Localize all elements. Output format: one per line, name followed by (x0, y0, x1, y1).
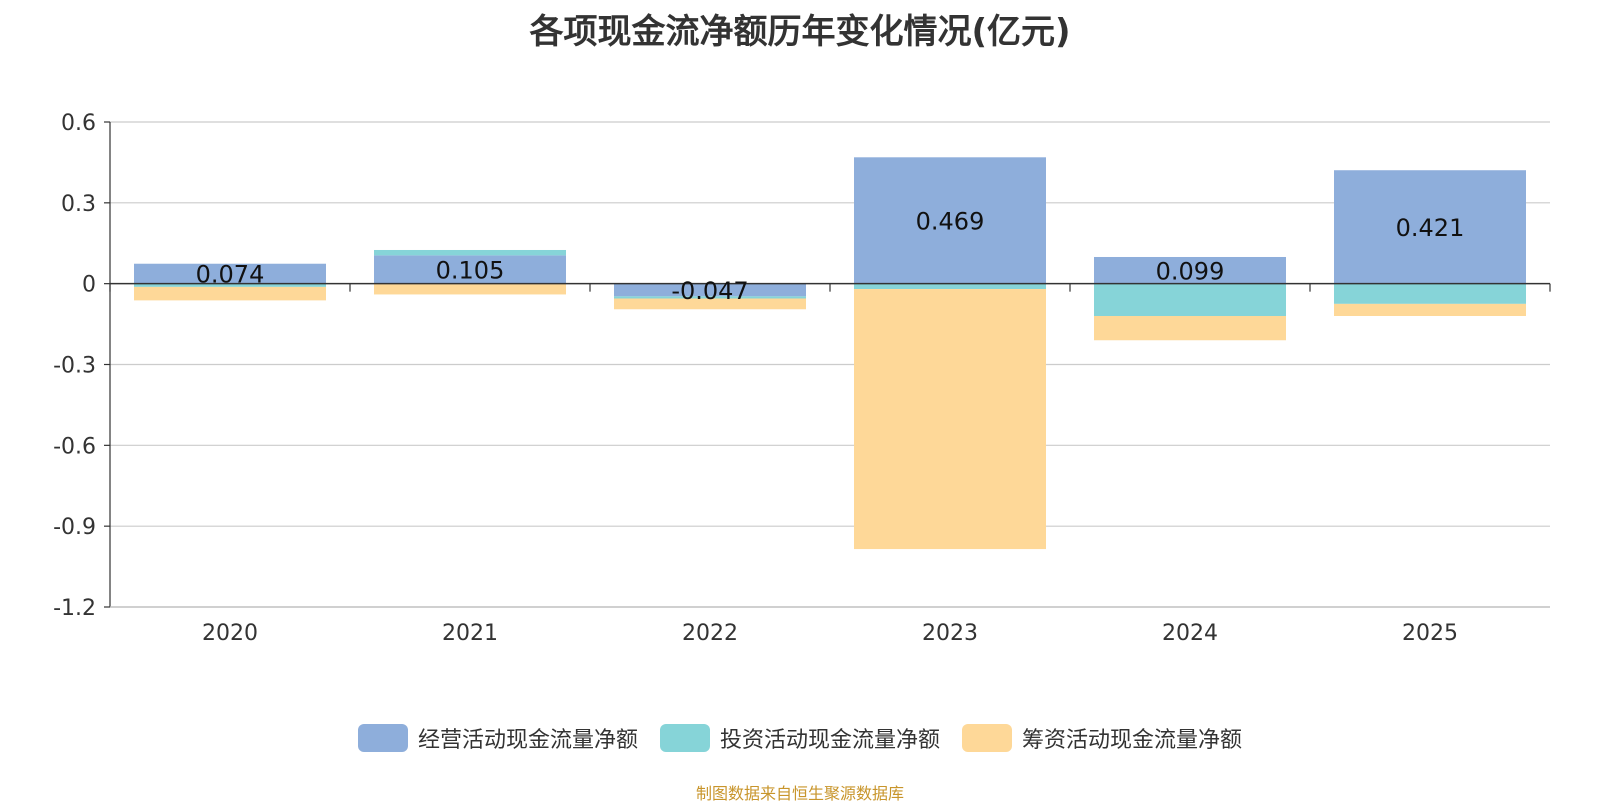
legend-swatch-financing (962, 724, 1012, 752)
legend-label-financing: 筹资活动现金流量净额 (1022, 728, 1243, 753)
data-label: -0.047 (671, 277, 748, 305)
y-tick-label: -0.6 (53, 434, 96, 459)
bar-segment (854, 283, 1046, 290)
bar-segment (614, 283, 806, 297)
legend-label-operating: 经营活动现金流量净额 (417, 728, 638, 753)
source-note: 制图数据来自恒生聚源数据库 (695, 784, 904, 803)
data-label: 0.074 (196, 261, 265, 289)
data-label: 0.105 (436, 257, 505, 285)
bar-segment (1334, 303, 1526, 316)
bar-segment (374, 255, 566, 284)
legend-label-investing: 投资活动现金流量净额 (719, 728, 940, 753)
bar-segment (614, 298, 806, 310)
x-tick-label: 2023 (922, 621, 978, 646)
legend-swatch-operating (357, 724, 408, 752)
bar-segment (1334, 170, 1526, 284)
legend-swatch-investing (659, 724, 710, 752)
bar-segment (134, 263, 326, 284)
bar-segment (854, 157, 1046, 284)
legend-item-operating[interactable]: 经营活动现金流量净额 (357, 722, 638, 754)
x-tick-label: 2025 (1402, 621, 1458, 646)
x-tick-label: 2022 (682, 621, 738, 646)
bar-segment (1334, 283, 1526, 304)
y-tick-label: 0 (82, 273, 96, 298)
bar-segment (374, 249, 566, 256)
bar-segment (1094, 316, 1286, 341)
bar-segment (854, 289, 1046, 550)
bar-segment (134, 283, 326, 287)
data-label: 0.099 (1156, 257, 1225, 285)
y-tick-label: 0.6 (61, 111, 96, 136)
chart-title: 各项现金流净额历年变化情况(亿元) (529, 12, 1071, 52)
y-tick-label: -0.3 (53, 354, 96, 379)
bar-segment (614, 296, 806, 299)
chart-canvas: 0.6 0.3 0 -0.3 -0.6 -0.9 -1.2 2020 2021 2022 2023 2… (53, 111, 1551, 646)
data-label: 0.469 (916, 207, 985, 235)
bar-segment (1094, 256, 1286, 284)
bar-segment (1094, 283, 1286, 316)
x-tick-label: 2021 (442, 621, 498, 646)
legend: 经营活动现金流量净额 投资活动现金流量净额 筹资活动现金流量净额 (0, 722, 1600, 754)
x-tick-label: 2024 (1162, 621, 1218, 646)
y-tick-label: -1.2 (53, 596, 96, 621)
legend-item-investing[interactable]: 投资活动现金流量净额 (659, 722, 940, 754)
x-tick-label: 2020 (202, 621, 258, 646)
y-tick-label: -0.9 (53, 515, 96, 540)
data-label: 0.421 (1396, 214, 1465, 242)
bar-segment (374, 283, 566, 295)
y-tick-label: 0.3 (61, 192, 96, 217)
legend-item-financing[interactable]: 筹资活动现金流量净额 (962, 722, 1242, 754)
bar-segment (134, 286, 326, 301)
